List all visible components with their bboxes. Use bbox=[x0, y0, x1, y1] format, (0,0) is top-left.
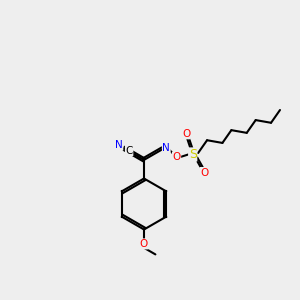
Text: C: C bbox=[125, 146, 133, 156]
Text: N: N bbox=[115, 140, 123, 150]
Text: O: O bbox=[140, 239, 148, 249]
Text: O: O bbox=[172, 152, 181, 162]
Text: S: S bbox=[189, 148, 197, 161]
Text: N: N bbox=[162, 142, 170, 153]
Text: O: O bbox=[200, 167, 208, 178]
Text: O: O bbox=[182, 129, 190, 139]
